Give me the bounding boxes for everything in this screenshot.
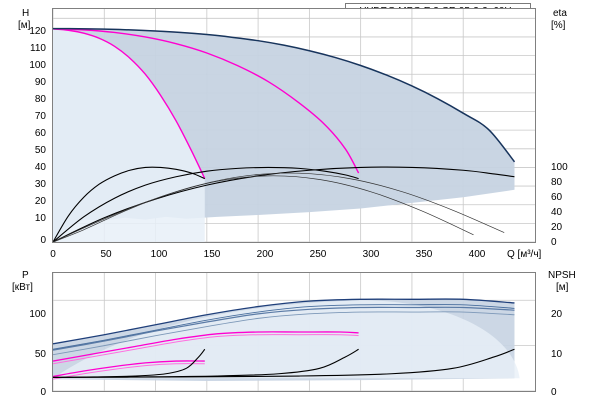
eta-tick-60: 60 — [551, 192, 563, 203]
h-tick-60: 60 — [34, 128, 46, 139]
h-tick-70: 70 — [34, 111, 46, 122]
q-axis-title: Q [м³/ч] — [507, 249, 542, 260]
eta-tick-0: 0 — [551, 237, 557, 248]
eta-tick-20: 20 — [551, 222, 563, 233]
h-axis-symbol: H — [22, 8, 30, 19]
q-tick-350: 350 — [415, 249, 433, 260]
npsh-axis-unit: [м] — [556, 282, 569, 293]
h-tick-30: 30 — [34, 179, 46, 190]
p-tick-100: 100 — [29, 309, 46, 320]
h-tick-90: 90 — [34, 77, 46, 88]
p-tick-0: 0 — [40, 387, 46, 398]
h-tick-40: 40 — [34, 162, 46, 173]
h-tick-110: 110 — [30, 43, 46, 54]
h-tick-120: 120 — [29, 26, 46, 37]
eta-axis-title: eta — [553, 8, 567, 19]
npsh-tick-0: 0 — [551, 387, 557, 398]
q-tick-100: 100 — [150, 249, 168, 260]
power-npsh-plot — [52, 272, 536, 392]
eta-tick-40: 40 — [551, 207, 563, 218]
p-tick-50: 50 — [34, 349, 46, 360]
h-tick-0: 0 — [40, 235, 46, 246]
h-axis-title: H — [22, 8, 29, 19]
h-tick-80: 80 — [34, 94, 46, 105]
q-tick-300: 300 — [362, 249, 380, 260]
h-tick-100: 100 — [29, 60, 46, 71]
q-tick-400: 400 — [468, 249, 486, 260]
head-efficiency-plot — [52, 8, 536, 243]
npsh-tick-20: 20 — [551, 309, 563, 320]
q-tick-200: 200 — [256, 249, 274, 260]
eta-tick-100: 100 — [551, 162, 568, 173]
q-tick-50: 50 — [100, 249, 112, 260]
h-tick-20: 20 — [34, 196, 46, 207]
q-tick-0: 0 — [50, 249, 56, 260]
npsh-tick-10: 10 — [551, 349, 563, 360]
npsh-axis-title: NPSH — [548, 270, 576, 281]
h-tick-50: 50 — [34, 145, 46, 156]
eta-tick-80: 80 — [551, 177, 563, 188]
q-tick-150: 150 — [203, 249, 221, 260]
h-tick-10: 10 — [34, 213, 46, 224]
p-axis-title: P — [22, 270, 29, 281]
eta-axis-unit: [%] — [551, 20, 566, 31]
h-axis-unit: [м] — [18, 20, 31, 31]
q-tick-250: 250 — [309, 249, 327, 260]
p-axis-unit: [кВт] — [12, 282, 33, 293]
